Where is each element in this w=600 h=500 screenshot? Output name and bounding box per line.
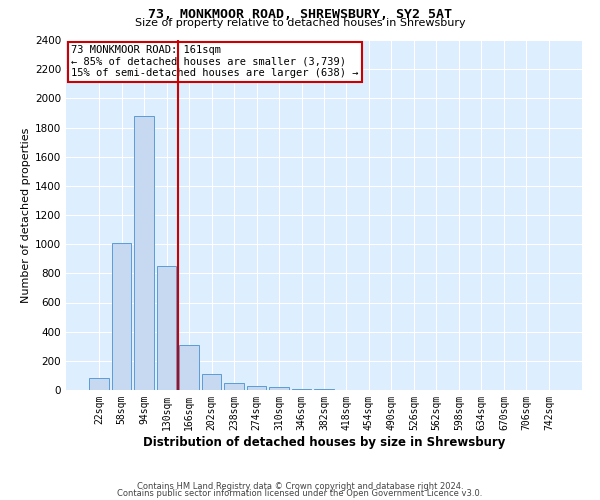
Text: 73 MONKMOOR ROAD: 161sqm
← 85% of detached houses are smaller (3,739)
15% of sem: 73 MONKMOOR ROAD: 161sqm ← 85% of detach… xyxy=(71,46,359,78)
Bar xyxy=(112,242,131,390)
Text: Contains public sector information licensed under the Open Government Licence v3: Contains public sector information licen… xyxy=(118,488,482,498)
Bar xyxy=(179,345,199,390)
Text: Size of property relative to detached houses in Shrewsbury: Size of property relative to detached ho… xyxy=(134,18,466,28)
Bar xyxy=(224,384,244,390)
Bar xyxy=(202,374,221,390)
X-axis label: Distribution of detached houses by size in Shrewsbury: Distribution of detached houses by size … xyxy=(143,436,505,448)
Bar xyxy=(269,387,289,390)
Bar xyxy=(247,386,266,390)
Text: 73, MONKMOOR ROAD, SHREWSBURY, SY2 5AT: 73, MONKMOOR ROAD, SHREWSBURY, SY2 5AT xyxy=(148,8,452,20)
Bar xyxy=(134,116,154,390)
Bar xyxy=(89,378,109,390)
Text: Contains HM Land Registry data © Crown copyright and database right 2024.: Contains HM Land Registry data © Crown c… xyxy=(137,482,463,491)
Bar xyxy=(157,266,176,390)
Y-axis label: Number of detached properties: Number of detached properties xyxy=(21,128,31,302)
